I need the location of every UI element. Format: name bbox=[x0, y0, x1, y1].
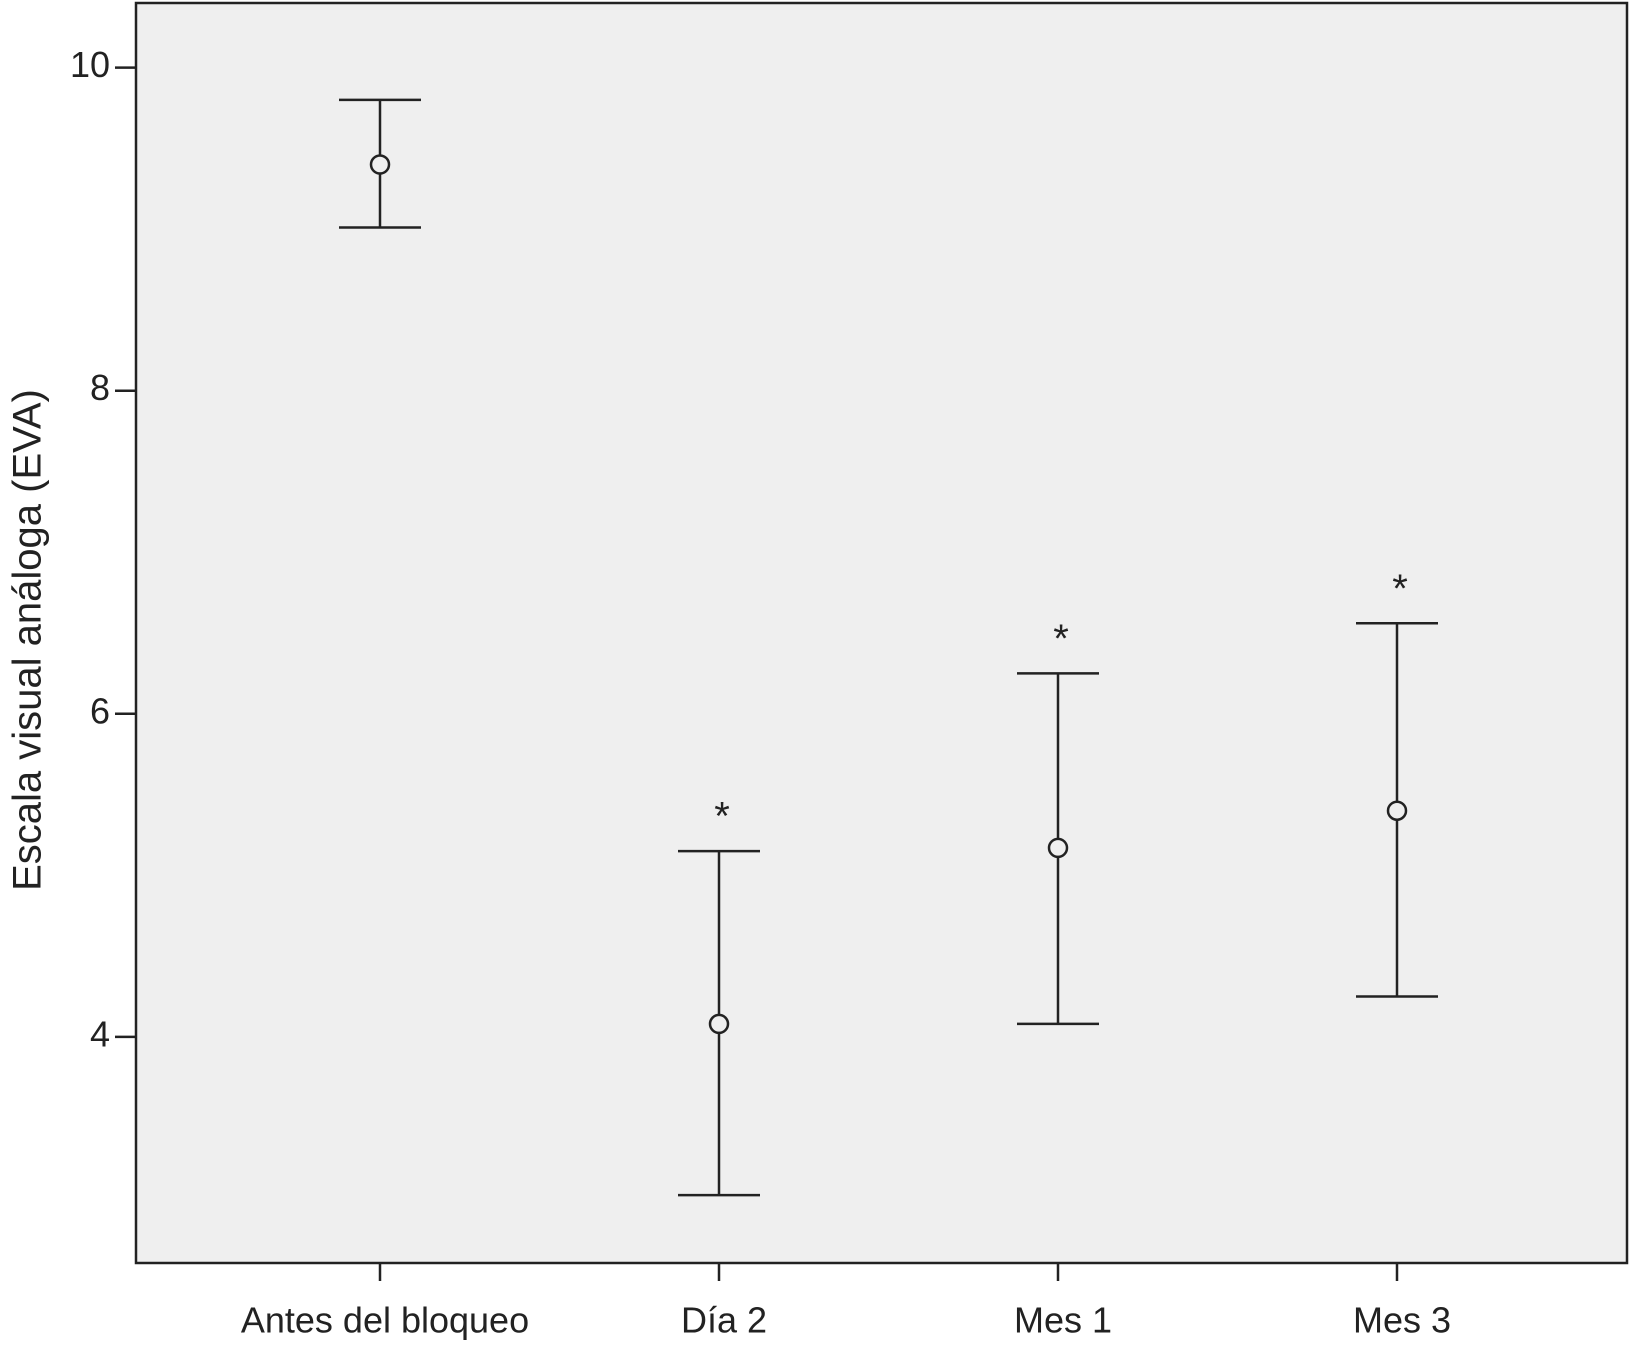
x-tick-label: Mes 3 bbox=[1353, 1300, 1451, 1341]
mean-point bbox=[708, 1013, 730, 1035]
x-tick-label: Día 2 bbox=[681, 1300, 767, 1341]
mean-point bbox=[1047, 837, 1069, 859]
mean-point bbox=[369, 154, 391, 175]
y-tick-label: 6 bbox=[90, 690, 110, 731]
significance-marker: * bbox=[714, 795, 730, 839]
significance-marker: * bbox=[1053, 617, 1069, 661]
significance-marker: * bbox=[1392, 567, 1408, 611]
mean-point bbox=[1386, 800, 1408, 821]
y-tick-label: 8 bbox=[90, 367, 110, 408]
y-axis-title: Escala visual análoga (EVA) bbox=[6, 389, 50, 891]
y-tick-label: 10 bbox=[70, 44, 110, 85]
x-tick-label: Antes del bloqueo bbox=[241, 1300, 529, 1341]
y-tick-label: 4 bbox=[90, 1013, 110, 1054]
x-tick-label: Mes 1 bbox=[1014, 1300, 1112, 1341]
plot-area bbox=[134, 1, 1629, 1265]
